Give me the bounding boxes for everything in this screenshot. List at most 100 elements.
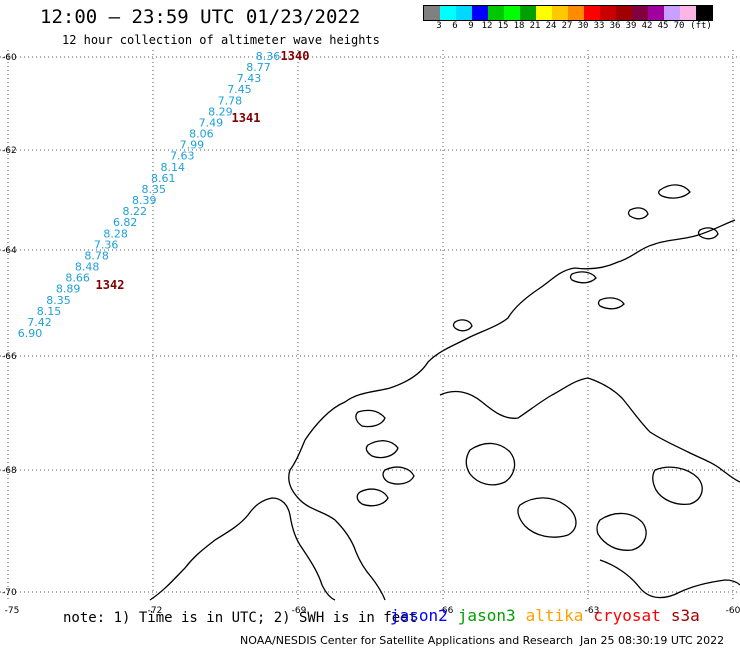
legend-label: 39 xyxy=(625,21,637,31)
swh-value-label: 8.06 xyxy=(189,128,214,141)
latitude-label: -70 xyxy=(2,588,17,598)
legend-swatch xyxy=(584,6,600,20)
swh-value-label: 6.90 xyxy=(18,327,43,340)
graticule xyxy=(0,50,740,600)
small-island-3 xyxy=(569,271,597,284)
longitude-label: -72 xyxy=(148,606,163,616)
swh-value-label: 7.45 xyxy=(227,83,252,96)
longitude-label: -63 xyxy=(585,606,600,616)
legend-swatch xyxy=(488,6,504,20)
ice-shelf-lobe-d xyxy=(652,466,703,506)
legend-label: 18 xyxy=(513,21,525,31)
swh-value-label: 8.66 xyxy=(65,272,90,285)
south-shetland-islands xyxy=(658,184,691,199)
legend-swatch xyxy=(440,6,456,20)
small-island-4 xyxy=(597,297,625,310)
latitude-label: -64 xyxy=(2,246,17,256)
adelaide-island-coast xyxy=(355,409,386,428)
swh-value-label: 7.42 xyxy=(27,316,52,329)
swh-value-label: 7.78 xyxy=(218,94,243,107)
legend-swatch xyxy=(680,6,696,20)
map-title: 12:00 – 23:59 UTC 01/23/2022 xyxy=(40,6,361,28)
inner-island-b xyxy=(382,466,415,485)
longitude-label: -69 xyxy=(292,606,307,616)
orbit-pass-number: 1340 xyxy=(281,49,310,63)
legend-swatch xyxy=(456,6,472,20)
legend-label: 12 xyxy=(481,21,493,31)
swh-value-label: 8.35 xyxy=(46,294,71,307)
swh-value-label: 8.77 xyxy=(246,61,271,74)
credit-text: NOAA/NESDIS Center for Satellite Applica… xyxy=(240,634,574,647)
satellite-legend: jason2 jason3 altika cryosat s3a xyxy=(390,606,710,625)
legend-label: 45 xyxy=(657,21,669,31)
inner-island-a xyxy=(365,440,399,459)
swh-value-label: 8.28 xyxy=(103,227,128,240)
alexander-island-coast xyxy=(149,497,336,601)
satellite-cryosat-label: cryosat xyxy=(593,606,661,625)
legend-swatch xyxy=(504,6,520,20)
altimeter-track: 8.368.777.437.457.788.297.498.067.997.63… xyxy=(18,50,281,340)
swh-value-label: 8.29 xyxy=(208,105,233,118)
legend-swatch xyxy=(664,6,680,20)
swh-value-label: 6.82 xyxy=(113,216,138,229)
legend-label: 70 xyxy=(673,21,685,31)
latitude-label: -66 xyxy=(2,352,17,362)
ice-shelf-lobe-b xyxy=(517,497,577,538)
legend-swatch xyxy=(568,6,584,20)
satellite-jason3-label: jason3 xyxy=(457,606,516,625)
swh-value-label: 8.36 xyxy=(256,50,281,63)
legend-label: 36 xyxy=(609,21,621,31)
legend-label: 21 xyxy=(529,21,541,31)
peninsula-west-coast xyxy=(288,439,386,601)
swh-value-label: 8.22 xyxy=(122,205,147,218)
swh-value-label: 8.39 xyxy=(132,194,157,207)
legend-label: 33 xyxy=(593,21,605,31)
legend-label: 15 xyxy=(497,21,509,31)
southern-coast xyxy=(599,559,740,599)
legend-swatch xyxy=(536,6,552,20)
legend-label: 27 xyxy=(561,21,573,31)
small-island-5 xyxy=(452,319,473,332)
footer: NOAA/NESDIS Center for Satellite Applica… xyxy=(240,634,724,647)
orbit-pass-labels: 1340 1341 1342 xyxy=(96,49,310,292)
wave-height-color-legend xyxy=(423,5,713,21)
legend-swatch xyxy=(600,6,616,20)
orbit-pass-number: 1341 xyxy=(232,111,261,125)
coastline xyxy=(149,184,740,601)
legend-swatch xyxy=(696,6,712,20)
swh-value-label: 8.78 xyxy=(84,249,109,262)
swh-value-label: 8.48 xyxy=(75,261,100,274)
latitude-label: -68 xyxy=(2,466,17,476)
legend-swatch xyxy=(616,6,632,20)
swh-value-label: 8.89 xyxy=(56,283,81,296)
inner-island-c xyxy=(356,488,389,507)
swh-value-label: 8.14 xyxy=(161,161,186,174)
satellite-s3a-label: s3a xyxy=(670,606,700,625)
legend-label: 3 xyxy=(436,21,442,31)
small-island-2 xyxy=(627,207,649,220)
generation-timestamp: Jan 25 08:30:19 UTC 2022 xyxy=(580,634,725,647)
legend-label: 24 xyxy=(545,21,557,31)
satellite-jason2-label: jason2 xyxy=(390,606,448,625)
legend-label: 42 xyxy=(641,21,653,31)
swh-value-label: 8.15 xyxy=(37,305,62,318)
swh-value-label: 7.43 xyxy=(237,72,262,85)
units-note: note: 1) Time is in UTC; 2) SWH is in fe… xyxy=(63,610,418,626)
axis-labels: -60 -62 -64 -66 -68 -70 -75 -72 -69 -66 -63 -60 xyxy=(2,53,740,616)
longitude-label: -60 xyxy=(726,606,740,616)
swh-value-label: 8.61 xyxy=(151,172,176,185)
swh-value-label: 8.35 xyxy=(142,183,167,196)
legend-swatch xyxy=(648,6,664,20)
ice-shelf-lobe-a xyxy=(465,442,516,486)
legend-swatch xyxy=(552,6,568,20)
latitude-label: -60 xyxy=(2,53,17,63)
legend-label: 9 xyxy=(468,21,474,31)
small-island-1 xyxy=(697,227,719,240)
legend-swatch xyxy=(472,6,488,20)
legend-swatch xyxy=(520,6,536,20)
satellite-altika-label: altika xyxy=(525,606,584,625)
legend-label: (ft) xyxy=(690,21,712,31)
latitude-label: -62 xyxy=(2,146,17,156)
legend-label: 30 xyxy=(577,21,589,31)
